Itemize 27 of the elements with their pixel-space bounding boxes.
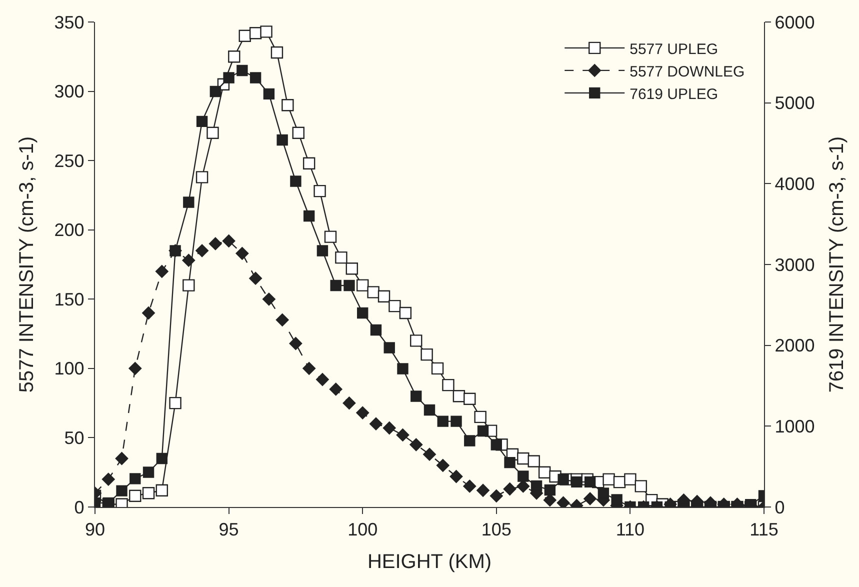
y2-tick-label: 4000	[774, 174, 815, 194]
y-tick-label: 350	[54, 12, 84, 32]
legend-label: 5577 UPLEG	[630, 40, 718, 58]
x-tick-label: 90	[84, 520, 106, 540]
y-tick-label: 300	[54, 82, 84, 102]
y-tick-label: 100	[54, 358, 84, 379]
y2-axis-title: 7619 INTENSITY (cm-3, s-1)	[826, 136, 848, 393]
x-tick-label: 100	[348, 520, 378, 540]
x-axis-title: HEIGHT (KM)	[367, 551, 492, 574]
y-axis-title: 5577 INTENSITY (cm-3, s-1)	[16, 136, 38, 393]
legend-label: 5577 DOWNLEG	[630, 63, 745, 80]
y2-tick-label: 2000	[774, 336, 815, 356]
x-tick-label: 115	[750, 520, 778, 540]
y-tick-label: 50	[64, 428, 84, 448]
x-tick-label: 105	[481, 520, 512, 540]
y2-tick-label: 1000	[774, 416, 815, 436]
y2-tick-label: 3000	[774, 254, 815, 275]
x-tick-label: 95	[218, 520, 239, 540]
y2-tick-label: 6000	[774, 12, 815, 32]
legend-label: 7619 UPLEG	[630, 86, 718, 103]
y-tick-label: 0	[74, 497, 84, 518]
y2-tick-label: 0	[774, 497, 785, 518]
y-tick-label: 200	[54, 220, 84, 240]
y-tick-label: 150	[54, 289, 84, 310]
y-tick-label: 250	[54, 150, 84, 171]
x-tick-label: 110	[616, 520, 645, 540]
y2-tick-label: 5000	[774, 93, 815, 114]
